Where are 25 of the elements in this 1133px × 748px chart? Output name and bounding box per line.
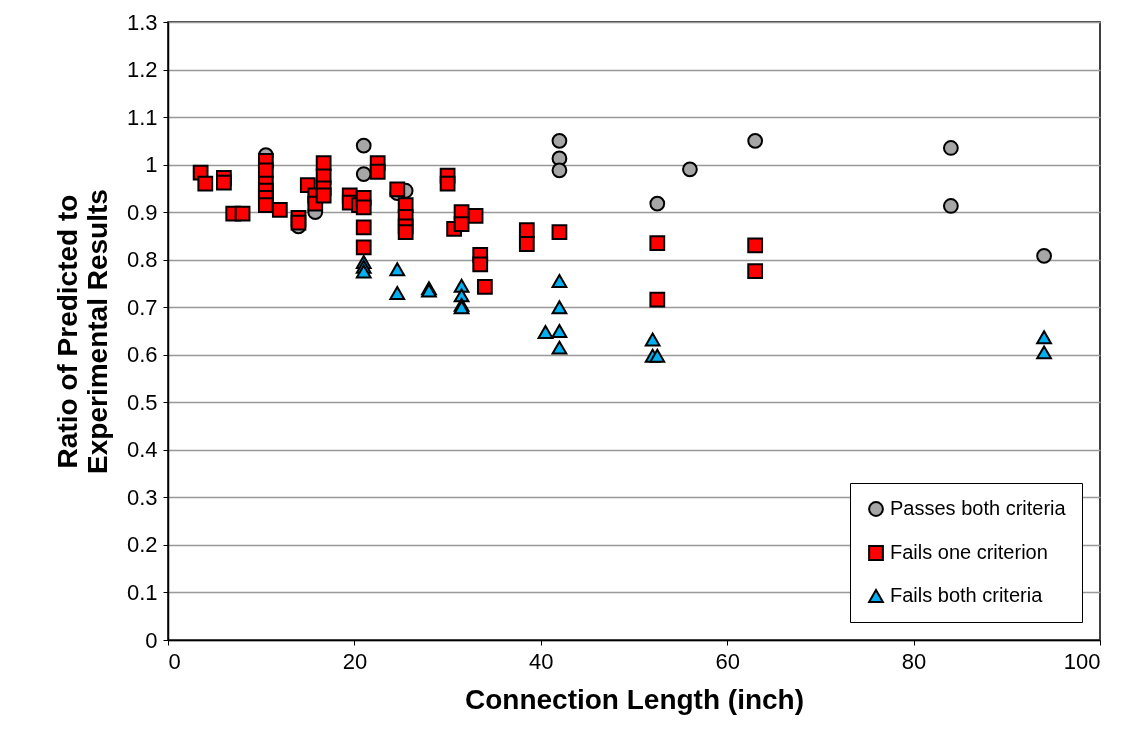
- x-tick-label: 100: [1063, 648, 1101, 674]
- y-tick-label: 1: [145, 152, 158, 178]
- y-axis-title: Ratio of Predicted to Experimental Results: [51, 189, 113, 474]
- x-axis-title: Connection Length (inch): [464, 683, 805, 715]
- x-tick-label: 80: [901, 648, 927, 674]
- legend-label: Fails one criterion: [890, 541, 1048, 563]
- x-tick-label: 60: [715, 648, 740, 674]
- y-tick-label: 0.2: [126, 532, 158, 558]
- y-tick-label: 0.7: [126, 294, 158, 320]
- y-tick-label: 1.1: [126, 104, 158, 130]
- y-tick-label: 0: [145, 627, 158, 653]
- y-tick-label: 0.9: [126, 199, 158, 225]
- x-tick-label: 0: [168, 648, 181, 674]
- x-tick-label: 40: [529, 648, 554, 674]
- y-tick-label: 1.3: [126, 9, 158, 35]
- y-tick-label: 0.1: [126, 579, 158, 605]
- y-tick-label: 1.2: [126, 57, 158, 83]
- x-tick-label: 20: [342, 648, 368, 674]
- y-tick-label: 0.4: [126, 437, 158, 463]
- legend-label: Fails both criteria: [890, 584, 1044, 606]
- y-tick-label: 0.8: [126, 247, 158, 273]
- y-tick-label: 0.6: [126, 342, 158, 368]
- legend-label: Passes both criteria: [890, 497, 1067, 519]
- y-tick-label: 0.5: [126, 389, 158, 415]
- y-tick-label: 0.3: [126, 484, 158, 510]
